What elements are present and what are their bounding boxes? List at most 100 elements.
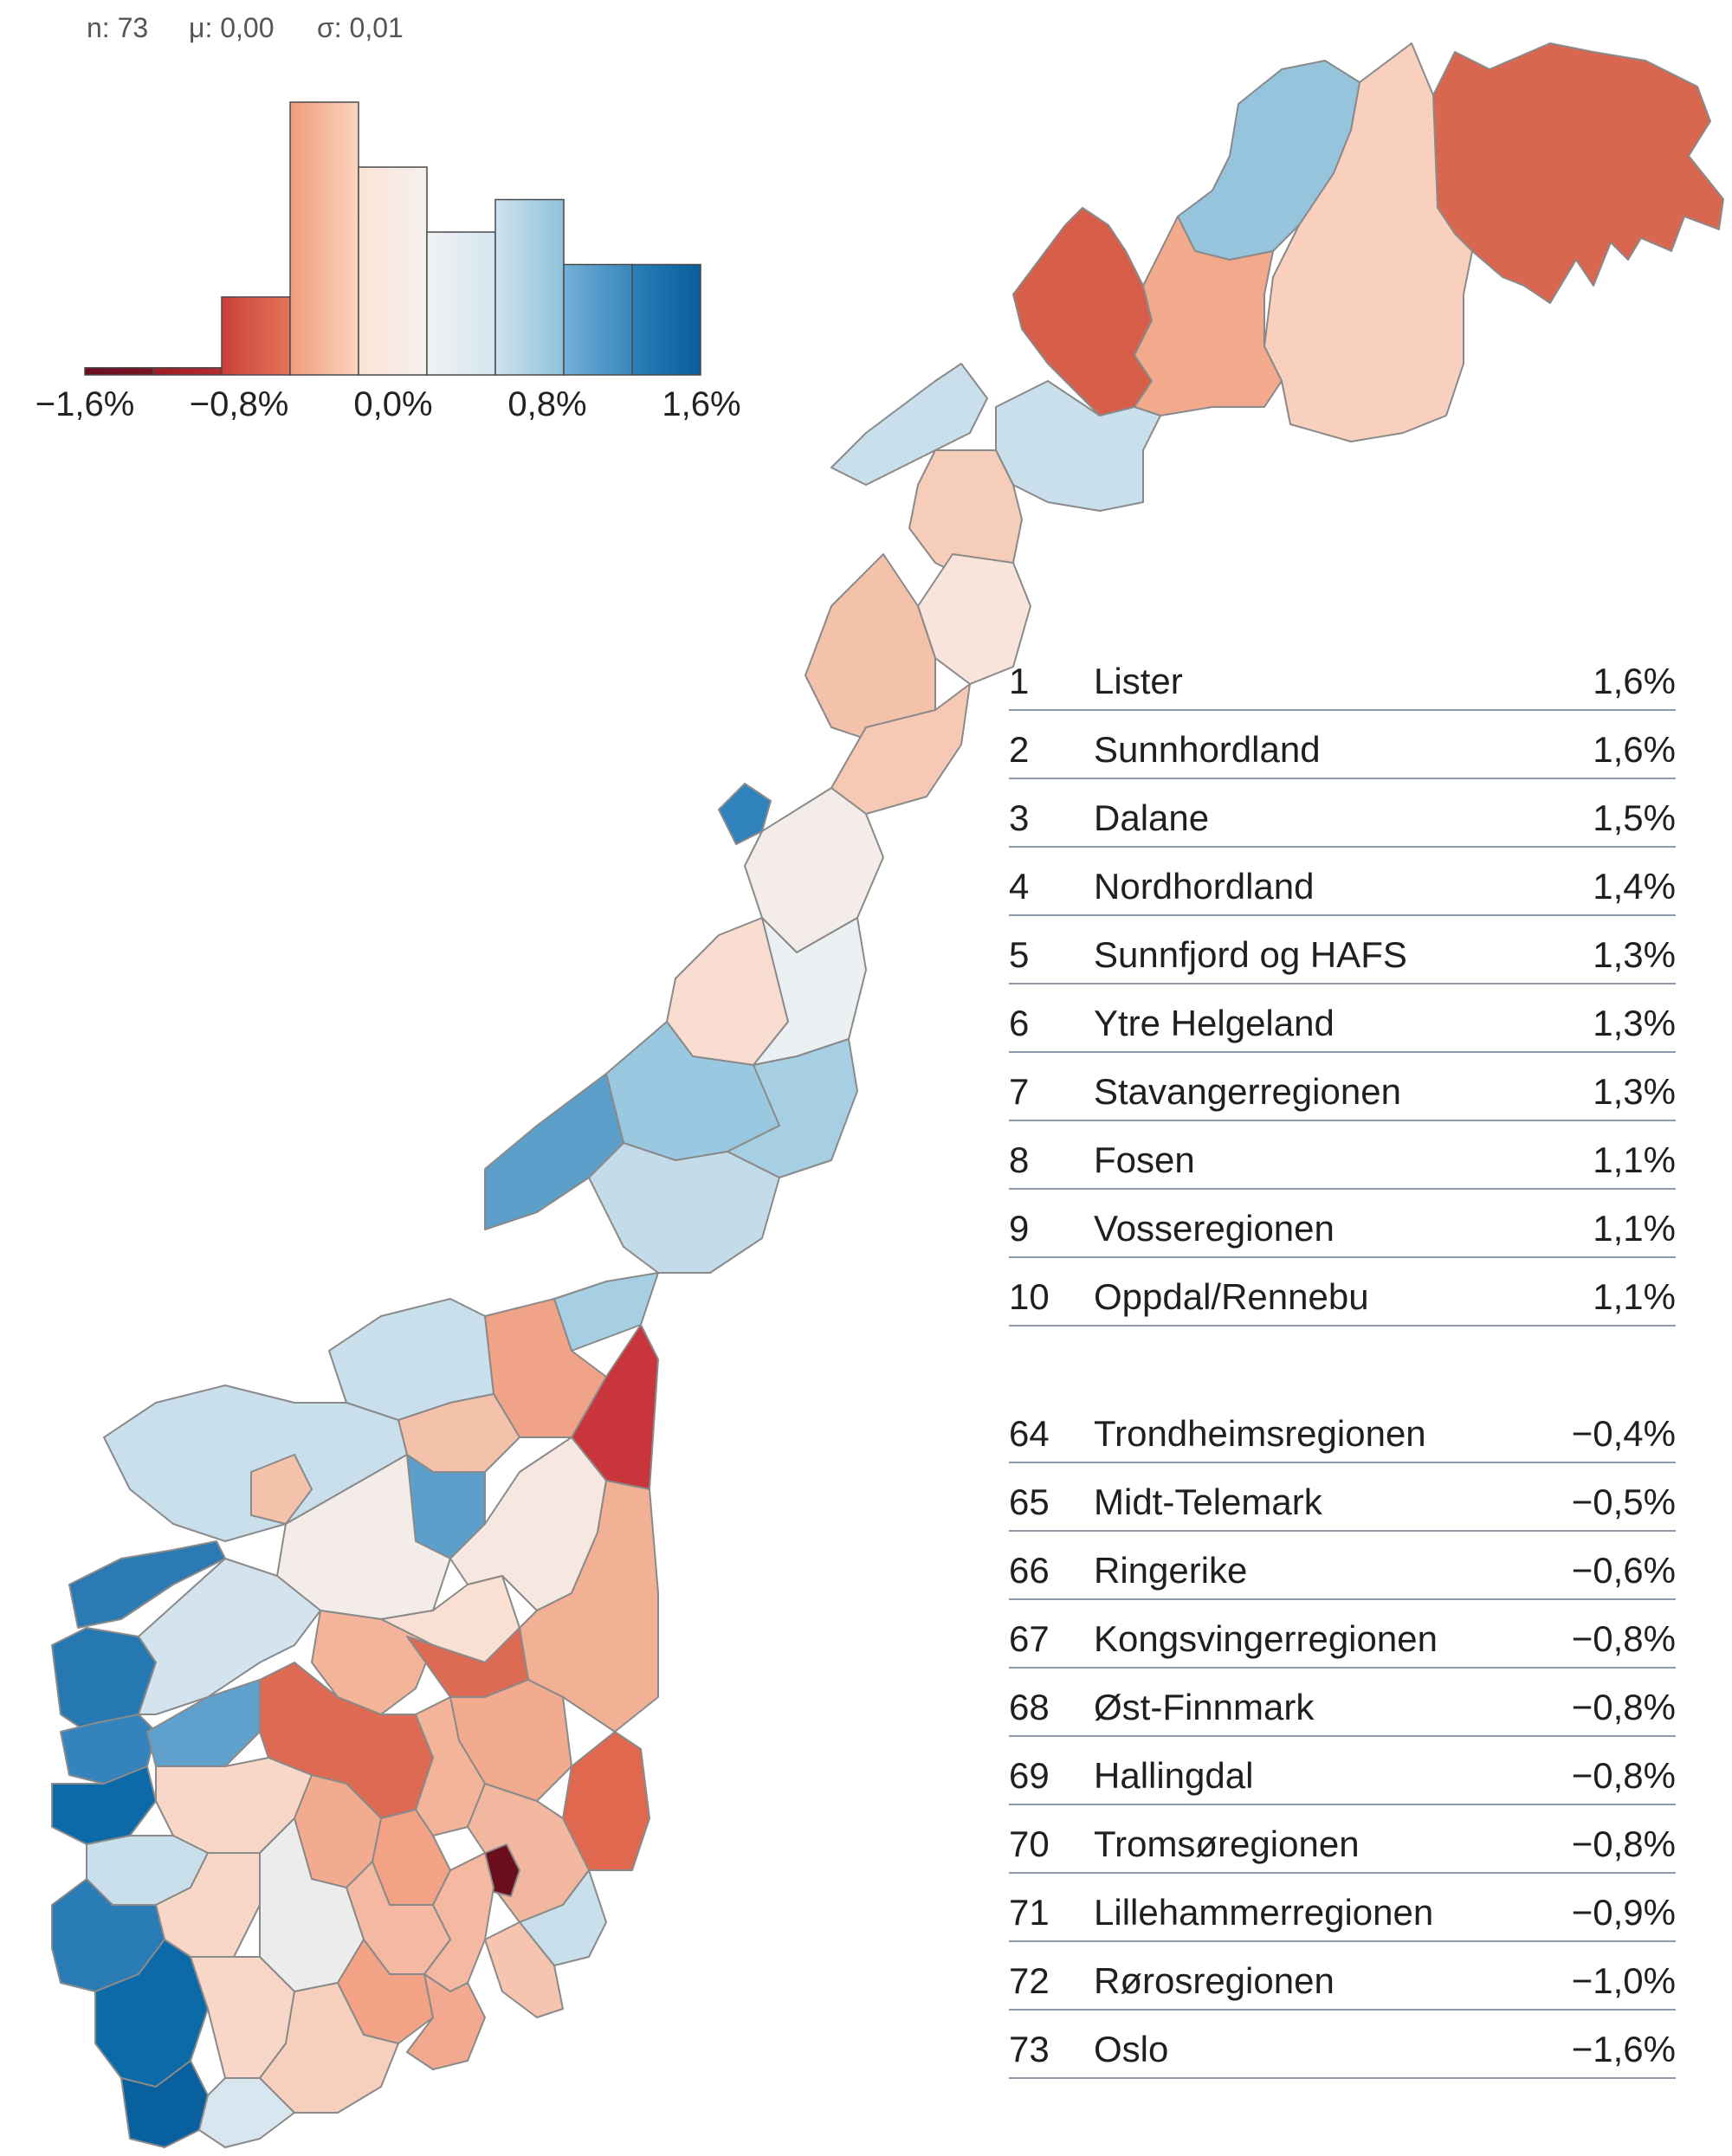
region-name: Oppdal/Rennebu bbox=[1094, 1276, 1369, 1317]
region-name: Lister bbox=[1094, 661, 1183, 701]
region-name: Øst-Finnmark bbox=[1094, 1687, 1315, 1727]
bottom_ranking-row: 67 Kongsvingerregionen −0,8% bbox=[1009, 1600, 1676, 1669]
bottom_ranking-row: 70 Tromsøregionen −0,8% bbox=[1009, 1805, 1676, 1874]
region-ost-finnmark[interactable] bbox=[1432, 42, 1724, 304]
region-trondheim[interactable] bbox=[588, 1142, 780, 1274]
histogram-bars bbox=[84, 101, 701, 376]
growth-value: −1,0% bbox=[1571, 1960, 1676, 2001]
top_ranking-row: 4 Nordhordland 1,4% bbox=[1009, 848, 1676, 916]
rank-number: 65 bbox=[1009, 1481, 1050, 1522]
growth-value: 1,6% bbox=[1593, 729, 1676, 770]
stat-n: n: 73 bbox=[87, 12, 148, 43]
region-tromso[interactable] bbox=[1012, 207, 1153, 416]
bottom_ranking-row: 66 Ringerike −0,6% bbox=[1009, 1532, 1676, 1600]
rank-number: 68 bbox=[1009, 1687, 1050, 1727]
region-nord-troms[interactable] bbox=[1177, 60, 1360, 261]
rank-number: 9 bbox=[1009, 1208, 1030, 1249]
region-innherred[interactable] bbox=[727, 1038, 858, 1178]
histogram-bar-7 bbox=[494, 198, 565, 376]
rank-number: 2 bbox=[1009, 729, 1030, 770]
stat-mu: μ: 0,00 bbox=[189, 12, 275, 43]
growth-value: 1,3% bbox=[1593, 934, 1676, 975]
rank-number: 73 bbox=[1009, 2029, 1050, 2069]
region-name: Hallingdal bbox=[1094, 1755, 1254, 1796]
growth-value: 1,5% bbox=[1593, 797, 1676, 838]
growth-value: −0,5% bbox=[1571, 1481, 1676, 1522]
growth-value: 1,6% bbox=[1593, 661, 1676, 701]
growth-value: −1,6% bbox=[1571, 2029, 1676, 2069]
top_ranking-row: 5 Sunnfjord og HAFS 1,3% bbox=[1009, 916, 1676, 984]
region-midt-troms[interactable] bbox=[1134, 216, 1283, 416]
region-kristiansand[interactable] bbox=[198, 2077, 295, 2148]
rank-number: 6 bbox=[1009, 1003, 1030, 1043]
region-name: Rørosregionen bbox=[1094, 1960, 1335, 2001]
region-name: Ringerike bbox=[1094, 1550, 1248, 1591]
top_ranking-row: 2 Sunnhordland 1,6% bbox=[1009, 711, 1676, 779]
growth-value: 1,1% bbox=[1593, 1139, 1676, 1180]
growth-value: 1,1% bbox=[1593, 1276, 1676, 1317]
region-arendal[interactable] bbox=[259, 1982, 399, 2114]
top_ranking-row: 8 Fosen 1,1% bbox=[1009, 1121, 1676, 1190]
growth-value: −0,8% bbox=[1571, 1618, 1676, 1659]
bottom_ranking-row: 73 Oslo −1,6% bbox=[1009, 2011, 1676, 2079]
region-sunnmore-inner[interactable] bbox=[250, 1454, 313, 1525]
growth-value: −0,6% bbox=[1571, 1550, 1676, 1591]
histogram-tick-label: 1,6% bbox=[662, 385, 740, 423]
top_ranking-row: 10 Oppdal/Rennebu 1,1% bbox=[1009, 1258, 1676, 1327]
rank-number: 70 bbox=[1009, 1824, 1050, 1864]
region-ost-viken[interactable] bbox=[484, 1921, 564, 2018]
growth-value: −0,8% bbox=[1571, 1687, 1676, 1727]
region-name: Vosseregionen bbox=[1094, 1208, 1335, 1249]
region-sunnhordland[interactable] bbox=[51, 1765, 157, 1845]
histogram-bar-8 bbox=[563, 263, 633, 376]
region-name: Sunnhordland bbox=[1094, 729, 1321, 770]
growth-value: −0,8% bbox=[1571, 1755, 1676, 1796]
rank-number: 10 bbox=[1009, 1276, 1050, 1317]
top_ranking-row: 9 Vosseregionen 1,1% bbox=[1009, 1190, 1676, 1258]
top_ranking-row: 1 Lister 1,6% bbox=[1009, 642, 1676, 711]
region-name: Trondheimsregionen bbox=[1094, 1413, 1426, 1454]
histogram-bar-9 bbox=[631, 263, 701, 376]
growth-value: −0,4% bbox=[1571, 1413, 1676, 1454]
rank-number: 69 bbox=[1009, 1755, 1050, 1796]
growth-value: 1,3% bbox=[1593, 1003, 1676, 1043]
rank-number: 67 bbox=[1009, 1618, 1050, 1659]
histogram-tick-label: −1,6% bbox=[36, 385, 135, 423]
region-vesteralen-lofoten[interactable] bbox=[830, 363, 988, 486]
region-name: Nordhordland bbox=[1094, 866, 1315, 907]
bottom_ranking-row: 69 Hallingdal −0,8% bbox=[1009, 1737, 1676, 1805]
rank-number: 8 bbox=[1009, 1139, 1030, 1180]
region-name: Midt-Telemark bbox=[1094, 1481, 1322, 1522]
rank-number: 3 bbox=[1009, 797, 1030, 838]
region-valdres[interactable] bbox=[311, 1610, 434, 1715]
region-sogn[interactable] bbox=[138, 1558, 321, 1715]
region-grenland[interactable] bbox=[406, 1973, 486, 2070]
rank-number: 64 bbox=[1009, 1413, 1050, 1454]
bottom-ranking-list: 64 Trondheimsregionen −0,4% 65 Midt-Telemark… bbox=[1009, 1395, 1676, 2079]
region-orkdal[interactable] bbox=[484, 1073, 624, 1230]
distribution-histogram: n: 73 μ: 0,00 σ: 0,01 −1,6% −0,8% 0,0% 0,8%… bbox=[36, 12, 741, 423]
top_ranking-row: 3 Dalane 1,5% bbox=[1009, 779, 1676, 848]
region-name: Ytre Helgeland bbox=[1094, 1003, 1335, 1043]
rank-number: 5 bbox=[1009, 934, 1030, 975]
bottom_ranking-row: 72 Rørosregionen −1,0% bbox=[1009, 1942, 1676, 2011]
region-name: Fosen bbox=[1094, 1139, 1195, 1180]
histogram-tick-label: 0,0% bbox=[353, 385, 432, 423]
region-name: Sunnfjord og HAFS bbox=[1094, 934, 1407, 975]
bottom_ranking-row: 68 Øst-Finnmark −0,8% bbox=[1009, 1669, 1676, 1737]
region-dalane[interactable] bbox=[94, 1939, 209, 2088]
growth-value: −0,9% bbox=[1571, 1892, 1676, 1933]
histogram-tick-label: −0,8% bbox=[190, 385, 289, 423]
region-name: Dalane bbox=[1094, 797, 1210, 838]
histogram-tick-labels: −1,6% −0,8% 0,0% 0,8% 1,6% bbox=[36, 385, 741, 423]
region-ytre-helgeland[interactable] bbox=[718, 783, 772, 845]
top_ranking-row: 7 Stavangerregionen 1,3% bbox=[1009, 1053, 1676, 1121]
bottom_ranking-row: 71 Lillehammerregionen −0,9% bbox=[1009, 1874, 1676, 1942]
rank-number: 1 bbox=[1009, 661, 1030, 701]
region-name: Oslo bbox=[1094, 2029, 1169, 2069]
region-vestfold[interactable] bbox=[423, 1852, 494, 1992]
region-name: Kongsvingerregionen bbox=[1094, 1618, 1438, 1659]
region-name: Tromsøregionen bbox=[1094, 1824, 1360, 1864]
top-ranking-list: 1 Lister 1,6% 2 Sunnhordland 1,6% 3 Dalane 1,5% 4… bbox=[1009, 642, 1676, 1327]
